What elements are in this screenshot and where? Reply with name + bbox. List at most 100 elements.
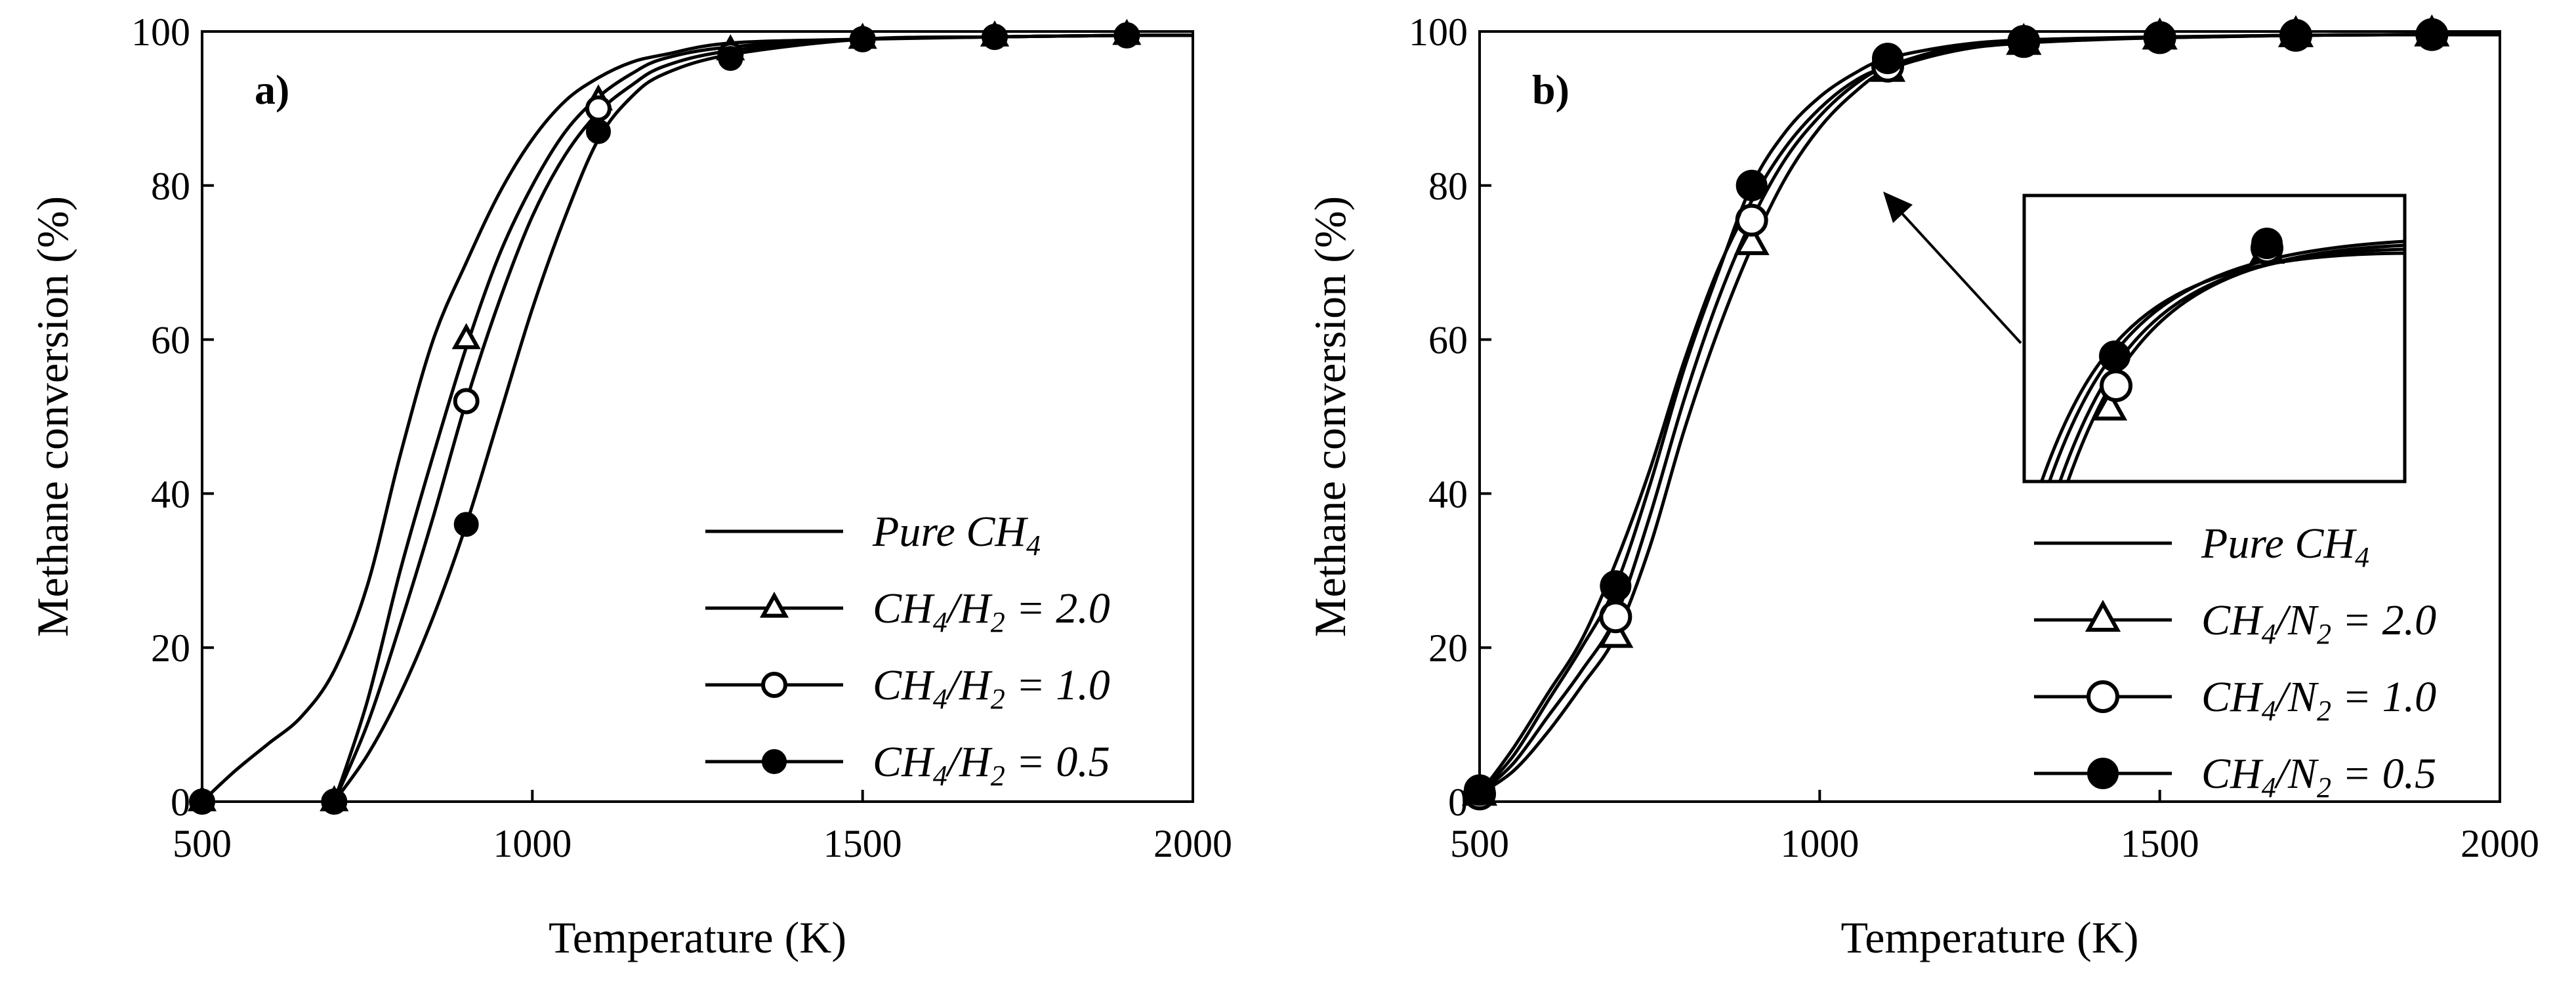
legend-label-part: /N	[2274, 596, 2319, 644]
panel-label: a)	[255, 66, 289, 113]
legend-marker	[761, 672, 787, 698]
legend-label-part: CH	[873, 661, 935, 709]
data-point	[453, 388, 480, 415]
y-tick-label: 100	[1409, 10, 1468, 54]
data-point	[850, 26, 875, 52]
x-tick-label: 1000	[1780, 822, 1859, 865]
x-tick-label: 500	[1450, 822, 1509, 865]
legend-label-part: 4	[933, 683, 947, 715]
data-point	[2280, 19, 2312, 51]
y-tick-label: 20	[151, 626, 190, 670]
legend-marker	[2087, 758, 2119, 789]
data-point	[586, 119, 611, 144]
x-tick-label: 1500	[823, 822, 902, 865]
data-point	[322, 789, 347, 814]
inset-arrow	[1896, 207, 2022, 344]
series-line	[333, 33, 1194, 803]
legend-label-part: CH	[2201, 750, 2264, 798]
data-point	[1872, 43, 1903, 75]
data-point	[1600, 570, 1632, 602]
legend-label-part: = 2.0	[2331, 596, 2436, 644]
inset-frame	[2022, 194, 2407, 483]
y-tick-label: 40	[1428, 472, 1468, 516]
panel-label: b)	[1532, 66, 1569, 113]
legend-label-part: CH	[873, 738, 935, 786]
legend-marker	[2085, 600, 2121, 632]
plot-frame	[201, 30, 1194, 803]
legend-label-part: 4	[933, 606, 947, 638]
series-line	[1478, 33, 2501, 795]
legend-label-part: = 2.0	[1005, 585, 1110, 632]
legend-label-part: 2	[2317, 771, 2331, 804]
x-axis-label: Temperature (K)	[549, 913, 846, 962]
legend-label-part: = 1.0	[1005, 661, 1110, 709]
legend-label-part: 4	[2262, 695, 2276, 727]
legend-label-part: Pure CH	[872, 508, 1028, 556]
legend-label-part: 2	[991, 683, 1005, 715]
inset-series-line	[2058, 247, 2405, 482]
y-tick-label: 60	[1428, 319, 1468, 362]
data-point	[1114, 22, 1140, 48]
legend-label-part: Pure CH	[2201, 520, 2357, 567]
legend-label-part: /H	[945, 585, 993, 632]
legend-label-part: 4	[2355, 541, 2369, 573]
data-point	[718, 46, 743, 72]
y-axis-label: Methane conversion (%)	[28, 196, 77, 637]
legend-marker	[2087, 680, 2119, 713]
legend-label-part: = 1.0	[2331, 673, 2436, 721]
legend-label-part: /H	[945, 661, 993, 709]
legend-label-part: /N	[2274, 750, 2319, 798]
legend-label-part: 2	[991, 606, 1005, 638]
data-point	[1464, 774, 1495, 806]
data-point	[1735, 169, 1768, 201]
inset-data-point	[2100, 369, 2132, 402]
data-point	[190, 789, 215, 814]
data-point	[1734, 223, 1770, 255]
legend-label: CH4/N2 = 1.0	[2201, 673, 2436, 727]
y-tick-label: 80	[151, 165, 190, 208]
legend-label: Pure CH4	[872, 508, 1041, 562]
y-tick-label: 100	[131, 10, 190, 54]
x-tick-label: 1500	[2121, 822, 2199, 865]
legend-label: CH4/H2 = 2.0	[873, 585, 1110, 638]
data-point	[453, 512, 479, 537]
legend-label-part: 4	[1026, 529, 1041, 562]
legend-label-part: 2	[2317, 695, 2331, 727]
legend-label-part: /N	[2274, 673, 2319, 721]
y-tick-label: 20	[1428, 626, 1468, 670]
inset	[2022, 194, 2407, 483]
legend-label-part: = 0.5	[2331, 750, 2436, 798]
legend-label-part: 4	[2262, 771, 2276, 804]
legend-marker	[759, 591, 789, 618]
legend-label-part: 2	[991, 760, 1005, 792]
data-point	[2008, 25, 2040, 57]
legend-label-part: 4	[933, 760, 947, 792]
inset-arrow-head	[1883, 192, 1913, 223]
data-point	[451, 323, 481, 350]
legend-label-part: /H	[945, 738, 993, 786]
x-axis-label: Temperature (K)	[1841, 913, 2139, 962]
inset-data-point	[2091, 388, 2128, 421]
legend-label: CH4/N2 = 2.0	[2201, 596, 2436, 650]
legend-label: CH4/H2 = 1.0	[873, 661, 1110, 715]
data-point	[2144, 21, 2176, 53]
inset-series-line	[2039, 251, 2405, 482]
legend-label-part: CH	[873, 585, 935, 632]
inset-series-line	[2066, 243, 2405, 482]
x-tick-label: 500	[173, 822, 232, 865]
legend-label-part: = 0.5	[1005, 738, 1110, 786]
legend-label-part: 2	[2317, 618, 2331, 650]
legend-label-part: CH	[2201, 596, 2264, 644]
chart-panel-a: 0 20 40 60 80 100 500 1000 1500 2000 Temperature (…	[28, 10, 1232, 962]
legend-label-part: CH	[2201, 673, 2264, 721]
y-axis-label: Methane conversion (%)	[1305, 196, 1355, 637]
x-tick-label: 1000	[493, 822, 571, 865]
inset-data-point	[2099, 340, 2130, 372]
plot-frame	[1478, 30, 2501, 803]
data-point	[982, 24, 1007, 50]
legend-label: CH4/H2 = 0.5	[873, 738, 1110, 792]
x-tick-label: 2000	[1153, 822, 1232, 865]
data-point	[585, 95, 612, 122]
